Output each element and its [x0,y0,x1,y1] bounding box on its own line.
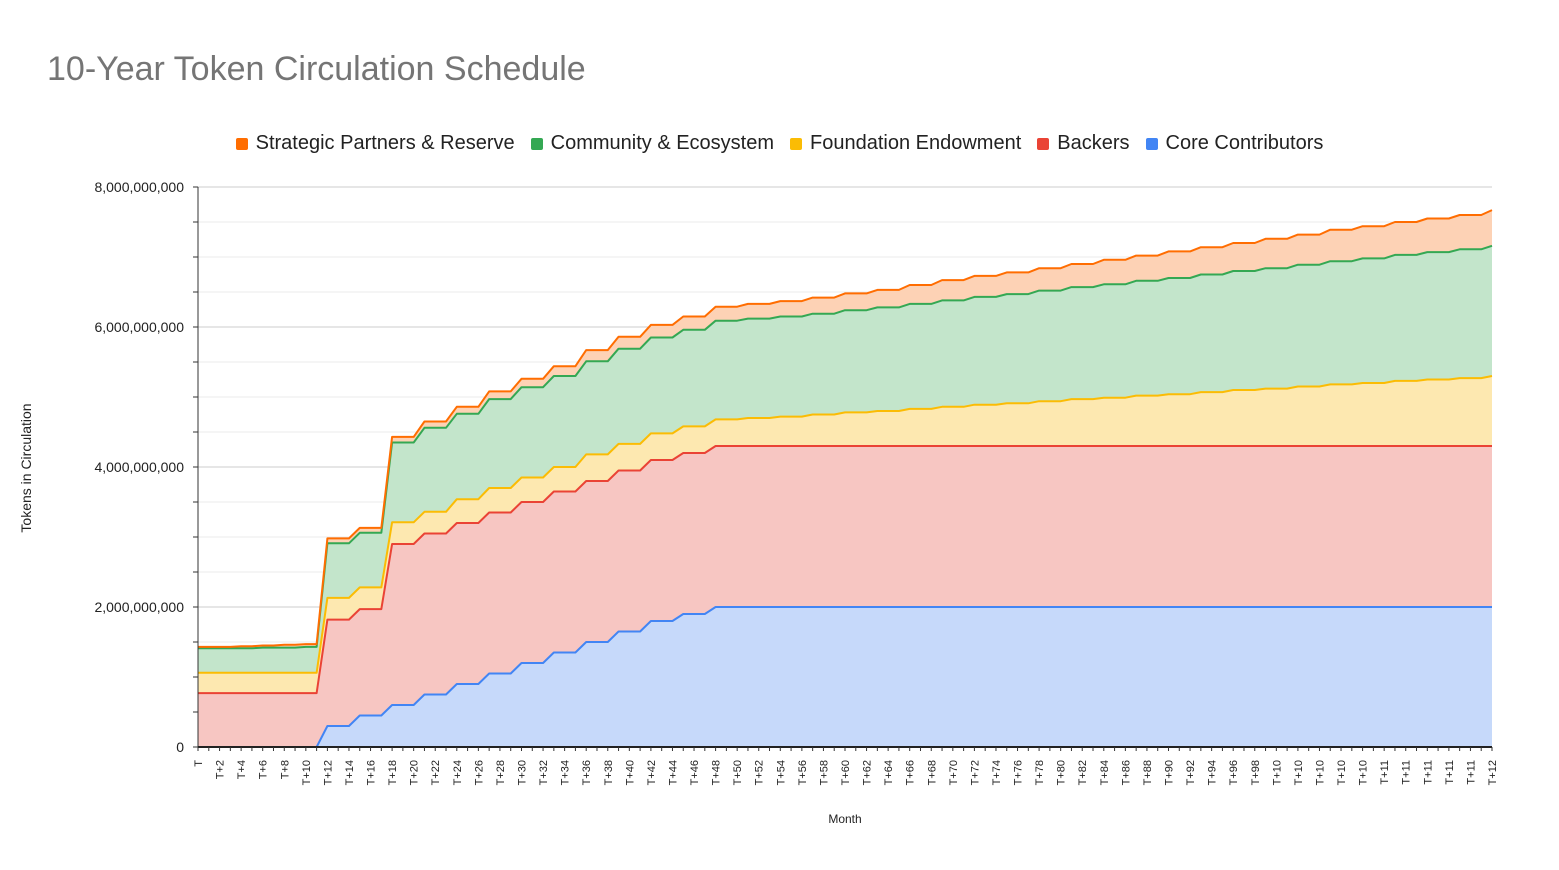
x-tick-label: T+16 [366,760,378,785]
x-tick-label: T [193,760,205,767]
line-backers [198,445,1492,695]
x-tick-label: T+10 [301,760,313,785]
x-tick-label: T+60 [840,760,852,785]
area-core-contributors [198,607,1492,747]
legend-item-core-contributors[interactable]: Core Contributors [1145,132,1324,155]
x-tick-label: T+74 [991,760,1003,785]
x-tick-label: T+4 [236,760,248,779]
y-tick-label: 6,000,000,000 [94,319,184,335]
x-tick-label: T+10 [1293,760,1305,785]
legend-item-foundation[interactable]: Foundation Endowment [790,132,1021,155]
x-tick-label: T+66 [905,760,917,785]
x-axis-label: Month [828,812,862,826]
x-tick-label: T+94 [1207,760,1219,785]
x-tick-label: T+88 [1142,760,1154,785]
x-tick-label: T+26 [473,760,485,785]
line-foundation-endowment [198,375,1493,674]
x-tick-label: T+18 [387,760,399,785]
x-tick-label: T+42 [646,760,658,785]
x-tick-label: T+12 [322,760,334,785]
x-tick-label: T+20 [409,760,421,785]
x-tick-label: T+62 [862,760,874,785]
x-tick-label: T+11 [1379,760,1391,785]
y-tick-label: 4,000,000,000 [94,459,184,475]
legend-item-community[interactable]: Community & Ecosystem [530,132,775,155]
legend-item-backers[interactable]: Backers [1037,132,1130,155]
x-tick-label: T+30 [517,760,529,785]
legend-label: Backers [1057,132,1130,154]
x-tick-label: T+2 [215,760,227,779]
x-tick-label: T+24 [452,760,464,785]
x-tick-label: T+8 [279,760,291,779]
y-tick-label: 0 [176,739,184,755]
legend-swatch [530,137,543,150]
x-tick-label: T+54 [775,760,787,785]
x-tick-label: T+11 [1401,760,1413,785]
x-tick-label: T+40 [624,760,636,785]
x-tick-label: T+76 [1013,760,1025,785]
x-tick-label: T+80 [1056,760,1068,785]
legend-label: Foundation Endowment [810,132,1022,154]
x-tick-label: T+78 [1034,760,1046,785]
area-strategic-partners-reserve [198,210,1492,649]
line-community-ecosystem [198,244,1493,650]
x-tick-label: T+84 [1099,760,1111,785]
x-tick-label: T+10 [1271,760,1283,785]
x-tick-label: T+38 [603,760,615,785]
area-community-ecosystem [198,245,1492,673]
x-tick-label: T+28 [495,760,507,785]
x-tick-label: T+32 [538,760,550,785]
x-tick-label: T+50 [732,760,744,785]
x-tick-label: T+6 [258,760,270,779]
y-tick-label: 8,000,000,000 [94,179,184,195]
x-tick-label: T+11 [1444,760,1456,785]
x-tick-label: T+64 [883,760,895,785]
legend-label: Strategic Partners & Reserve [255,132,515,154]
chart-title: 10-Year Token Circulation Schedule [47,50,586,88]
x-tick-label: T+48 [711,760,723,785]
x-tick-label: T+70 [948,760,960,785]
x-tick-label: T+56 [797,760,809,785]
x-tick-label: T+22 [430,760,442,785]
x-tick-label: T+86 [1120,760,1132,785]
area-foundation-endowment [198,376,1492,694]
y-tick-label: 2,000,000,000 [94,599,184,615]
legend-swatch [1145,137,1158,150]
x-tick-label: T+52 [754,760,766,785]
x-tick-label: T+34 [560,760,572,785]
x-tick-label: T+46 [689,760,701,785]
x-tick-label: T+96 [1228,760,1240,785]
x-tick-label: T+90 [1164,760,1176,785]
x-tick-label: T+10 [1314,760,1326,785]
x-tick-label: T+10 [1358,760,1370,785]
legend: Strategic Partners & Reserve Community &… [0,132,1559,155]
x-tick-label: T+14 [344,760,356,785]
x-tick-label: T+11 [1422,760,1434,785]
line-strategic-partners-reserve [198,209,1493,648]
legend-swatch [235,137,248,150]
x-tick-label: T+12 [1487,760,1499,785]
x-tick-label: T+36 [581,760,593,785]
legend-swatch [790,137,803,150]
x-tick-label: T+58 [818,760,830,785]
stacked-areas [198,209,1493,748]
x-tick-label: T+68 [926,760,938,785]
x-tick-label: T+44 [667,760,679,785]
area-backers [198,446,1492,747]
x-tick-label: T+98 [1250,760,1262,785]
line-core-contributors [198,606,1492,748]
legend-swatch [1037,137,1050,150]
x-tick-label: T+92 [1185,760,1197,785]
legend-label: Core Contributors [1165,132,1324,154]
legend-item-strategic-partners[interactable]: Strategic Partners & Reserve [235,132,515,155]
x-tick-label: T+10 [1336,760,1348,785]
axes: 0 2,000,000,000 4,000,000,000 6,000,000,000… [94,179,1499,785]
legend-label: Community & Ecosystem [550,132,775,154]
x-tick-label: T+72 [969,760,981,785]
x-tick-label: T+82 [1077,760,1089,785]
x-tick-label: T+11 [1465,760,1477,785]
